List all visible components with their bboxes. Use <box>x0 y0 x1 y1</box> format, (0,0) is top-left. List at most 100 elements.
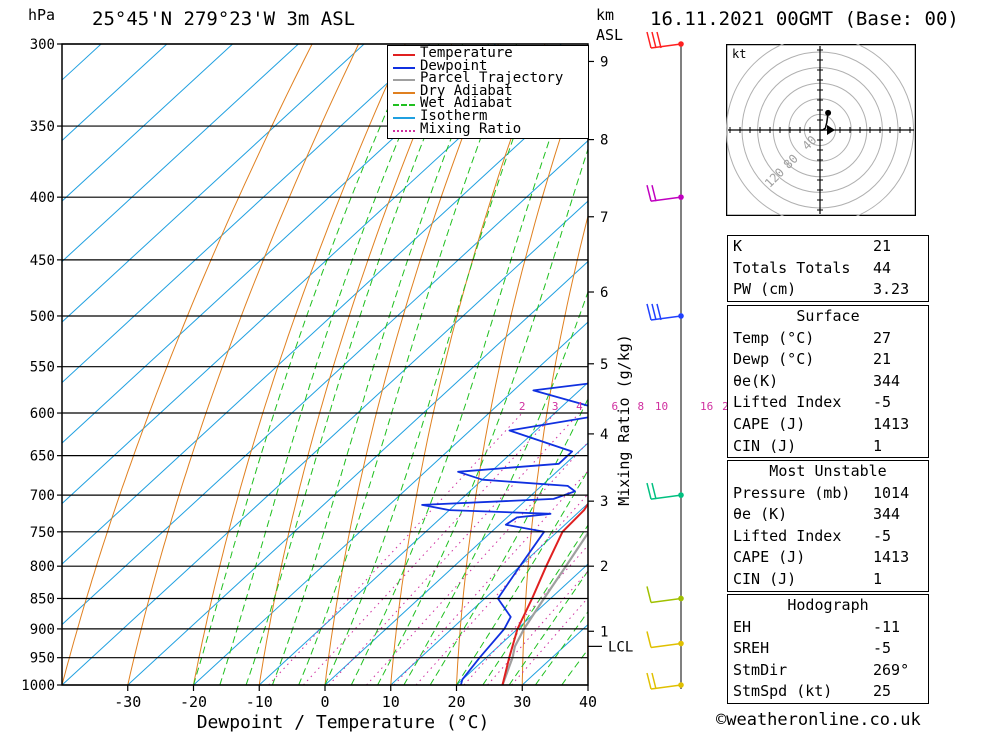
pressure-tick-label: 1000 <box>21 678 55 694</box>
table-row-label: Temp (°C) <box>733 328 815 347</box>
wind-barb-feather <box>646 631 652 648</box>
height-tick-label: 8 <box>600 133 608 149</box>
wet-adiabat-line <box>482 524 588 685</box>
wet-adiabat-line <box>534 610 588 685</box>
dry-adiabat-line <box>521 214 588 685</box>
temperature-tick-label: 0 <box>320 693 329 711</box>
table-row: Dewp (°C) 21 <box>728 349 928 371</box>
temperature-tick-label: -10 <box>246 693 273 711</box>
hodograph-endpoint <box>825 109 832 116</box>
wind-barb-feather <box>651 31 657 49</box>
hodograph-unit-label: kt <box>732 47 746 61</box>
mixing-ratio-label: 10 <box>655 400 668 413</box>
dry-adiabat-line <box>324 44 499 685</box>
wind-barb-feather <box>651 184 657 202</box>
mixing-ratio-line <box>268 412 523 685</box>
wind-barb <box>646 672 682 690</box>
mixing-ratio-line <box>303 412 556 685</box>
legend-swatch <box>393 79 415 82</box>
table-row-value: 44 <box>873 258 892 277</box>
table-row-value: -11 <box>873 617 901 636</box>
table-row-label: θe (K) <box>733 505 788 524</box>
height-tick-label: 1 <box>600 624 608 640</box>
table-row: θe (K) 344 <box>728 504 928 526</box>
temperature-tick-label: -30 <box>114 693 141 711</box>
wind-barb-shaft <box>650 597 682 604</box>
table-row-value: 21 <box>873 350 892 369</box>
table-row-label: CAPE (J) <box>733 548 806 567</box>
table-row-value: 3.23 <box>873 280 910 299</box>
legend-label: Dry Adiabat <box>420 82 513 99</box>
wind-barb-feather <box>651 303 657 321</box>
isotherm-line <box>62 44 431 384</box>
indices-table: K 21 Totals Totals 44 PW (cm) 3.23 <box>727 235 929 302</box>
hodograph-table: Hodograph EH -11 SREH -5 StmDir 269° StmSpd (kt… <box>727 594 929 704</box>
mixing-ratio-label: 16 <box>700 400 713 413</box>
dewpoint-series <box>421 382 588 685</box>
temperature-tick-label: 10 <box>382 693 400 711</box>
table-row: CAPE (J) 1413 <box>728 414 928 436</box>
height-tick-label: 6 <box>600 285 608 301</box>
wind-barb <box>646 586 682 604</box>
table-row-label: PW (cm) <box>733 280 797 299</box>
table-row: EH -11 <box>728 617 928 639</box>
legend-label: Isotherm <box>420 108 488 124</box>
height-tick-label: 5 <box>600 357 608 373</box>
pressure-tick-label: 600 <box>30 406 55 422</box>
legend-swatch <box>393 66 415 69</box>
legend-entry: Isotherm <box>388 108 588 124</box>
table-row: Totals Totals 44 <box>728 258 928 280</box>
temperature-tick-label: 30 <box>513 693 531 711</box>
table-row: StmDir 269° <box>728 660 928 682</box>
table-row-value: 21 <box>873 237 892 255</box>
location-title: 25°45'N 279°23'W 3m ASL <box>92 8 356 30</box>
isotherm-line <box>62 44 300 263</box>
dry-adiabat-line <box>192 44 406 685</box>
lcl-label: LCL <box>608 639 633 655</box>
table-row: K 21 <box>728 236 928 258</box>
table-row: Pressure (mb) 1014 <box>728 483 928 505</box>
isotherm-line <box>62 139 588 626</box>
table-row-label: K <box>733 237 743 255</box>
pressure-unit-label: hPa <box>28 6 56 24</box>
table-row-label: StmDir <box>733 660 788 679</box>
legend-entry: Mixing Ratio <box>388 122 588 136</box>
wind-barb-feather <box>656 303 662 321</box>
isotherm-line <box>192 321 588 685</box>
copyright-text: ©weatheronline.co.uk <box>716 710 921 730</box>
dry-adiabat-line <box>996 7 1000 711</box>
table-row: CIN (J) 1 <box>728 569 928 591</box>
table-row-value: 25 <box>873 682 892 701</box>
pressure-tick-label: 450 <box>30 253 55 269</box>
table-row-value: 27 <box>873 328 892 347</box>
wet-adiabat-line <box>456 469 588 685</box>
table-row: Lifted Index -5 <box>728 526 928 548</box>
table-row-value: 1014 <box>873 483 910 502</box>
legend-label: Dewpoint <box>420 57 488 74</box>
table-row-value: 344 <box>873 371 901 390</box>
table-row-value: 1 <box>873 569 883 588</box>
datetime-title: 16.11.2021 00GMT (Base: 00) <box>650 8 959 30</box>
mixing-ratio-label: 8 <box>637 400 644 413</box>
pressure-tick-label: 950 <box>30 651 55 667</box>
table-row-label: Totals Totals <box>733 258 851 277</box>
wind-barb-feather <box>646 31 652 49</box>
dry-adiabat-line <box>942 7 988 711</box>
pressure-tick-label: 850 <box>30 592 55 608</box>
temperature-series <box>501 502 588 685</box>
pressure-tick-label: 300 <box>30 37 55 53</box>
height-tick-label: 3 <box>600 494 608 510</box>
height-tick-label: 7 <box>600 210 608 226</box>
temperature-tick-label: 40 <box>579 693 597 711</box>
table-row-label: CIN (J) <box>733 436 797 455</box>
table-row-label: CIN (J) <box>733 569 797 588</box>
isotherm-line <box>258 381 588 685</box>
pressure-tick-label: 550 <box>30 360 55 376</box>
pressure-tick-label: 500 <box>30 309 55 325</box>
table-row-label: EH <box>733 617 752 636</box>
legend-swatch <box>393 104 415 107</box>
wet-adiabat-line <box>324 44 549 685</box>
wind-barb <box>646 303 682 321</box>
height-tick-label: 2 <box>600 559 608 575</box>
